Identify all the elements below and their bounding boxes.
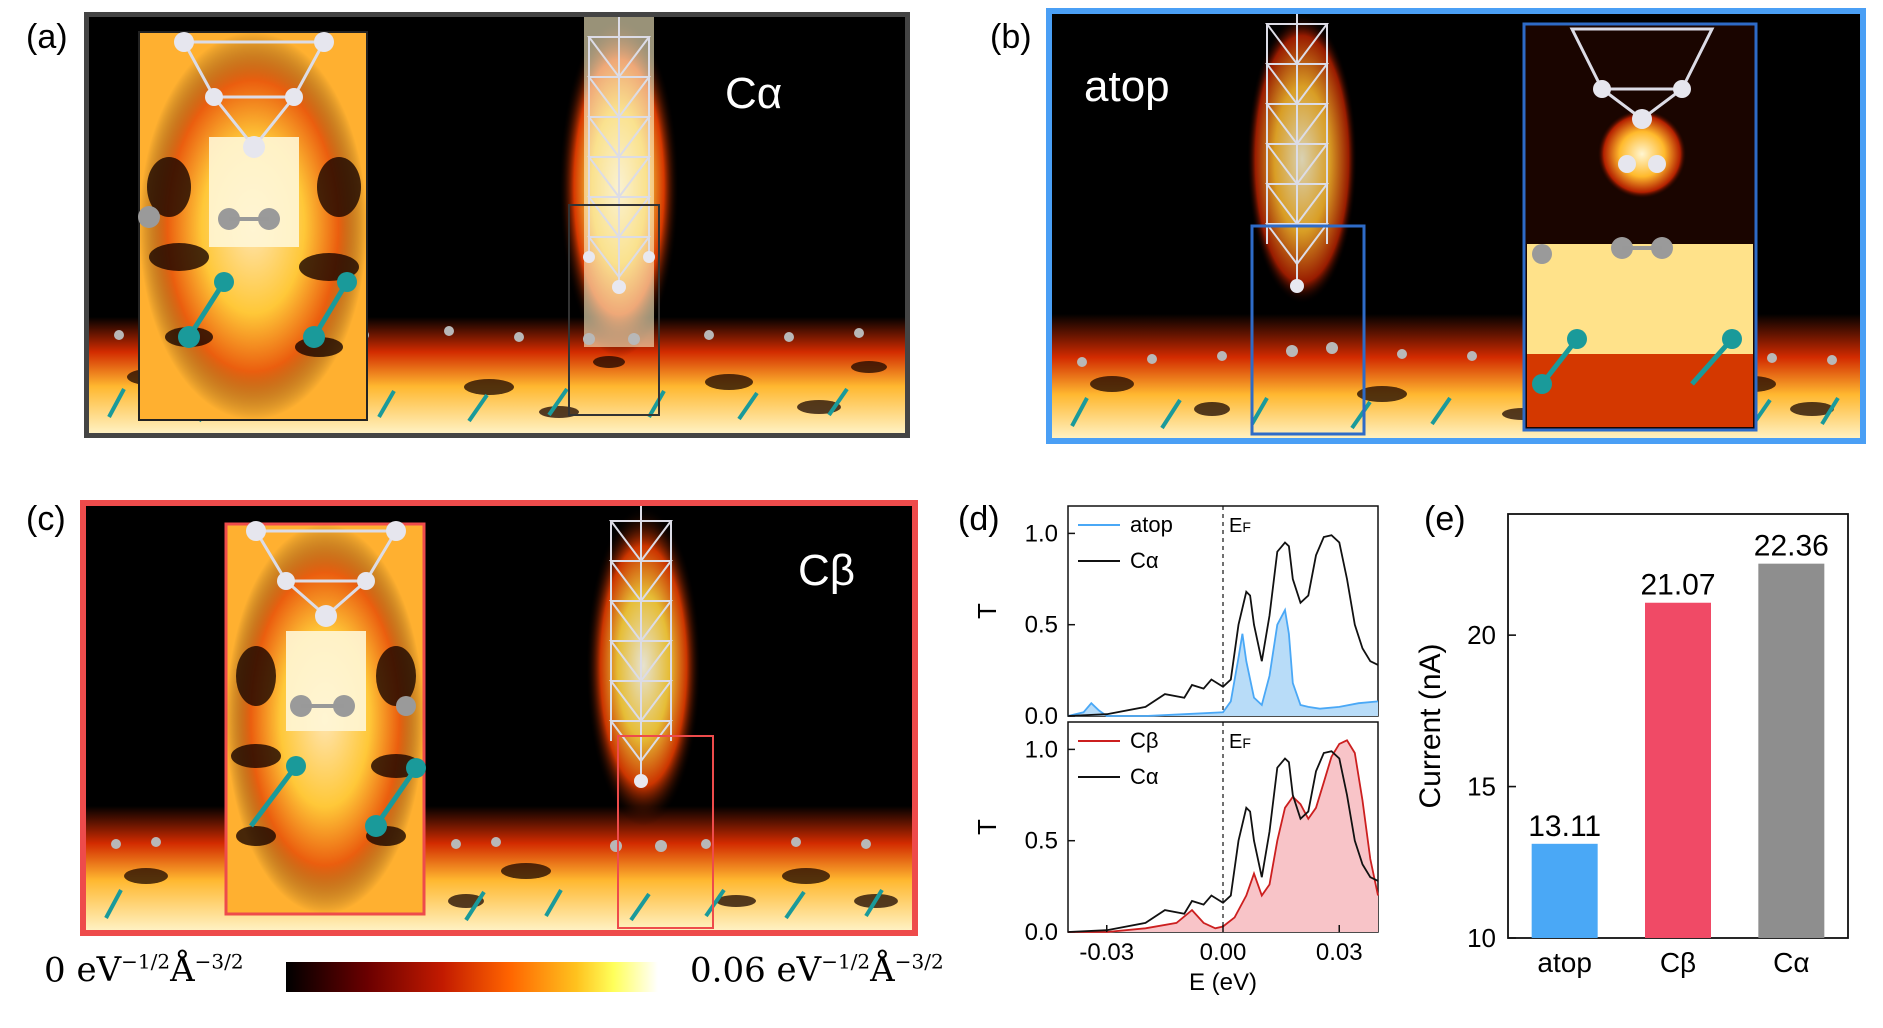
colorbar-gradient — [286, 962, 658, 992]
fermi-level-label: EF — [1229, 731, 1251, 753]
current-bar-chart: 10 15 20 Current (nA) 13.11 atop 21.07 Cβ 22.36 C… — [1414, 513, 1849, 978]
y-tick-label: 0.5 — [1025, 612, 1058, 639]
legend-label: Cα — [1130, 764, 1159, 789]
x-tick-label: -0.03 — [1079, 939, 1134, 966]
series-line-Cα — [1067, 534, 1379, 717]
x-tick-label: 0.03 — [1316, 939, 1363, 966]
ldos-map-c-graphic — [86, 506, 912, 930]
y-axis-label: T — [972, 603, 1002, 619]
y-tick-label: 20 — [1467, 620, 1496, 650]
y-tick-label: 1.0 — [1025, 736, 1058, 763]
colorbar-max-unit: eV−1/2Å−3/2 — [776, 950, 944, 991]
y-tick-label: 1.0 — [1025, 520, 1058, 547]
series-line-atop — [1067, 607, 1379, 717]
series-line-Cα — [1067, 750, 1379, 933]
legend-label: Cα — [1130, 548, 1159, 573]
colorbar-min-label: 0 eV−1/2Å−3/2 — [44, 950, 244, 990]
y-tick-label: 0.0 — [1025, 703, 1058, 730]
series-fill-Cβ — [1068, 740, 1378, 932]
map-c-tag: Cβ — [798, 546, 856, 595]
y-axis-label: Current (nA) — [1414, 643, 1447, 808]
x-tick-label: Cβ — [1660, 947, 1696, 978]
bar-value-label: 21.07 — [1640, 569, 1715, 602]
panel-e-label: (e) — [1424, 500, 1466, 538]
y-tick-label: 0.0 — [1025, 919, 1058, 946]
map-a-tag: Cα — [725, 69, 783, 118]
y-tick-label: 0.5 — [1025, 828, 1058, 855]
y-tick-label: 10 — [1467, 923, 1496, 953]
bar-value-label: 13.11 — [1528, 810, 1601, 843]
bar-Cβ — [1645, 602, 1711, 938]
bar-Cα — [1758, 563, 1825, 938]
colorbar-min-value: 0 — [44, 950, 66, 991]
bar-value-label: 22.36 — [1754, 530, 1829, 563]
panel-b-label: (b) — [990, 18, 1032, 56]
fermi-level-label: EF — [1229, 515, 1251, 537]
colorbar-max-value: 0.06 — [690, 950, 766, 991]
y-axis-label: T — [972, 819, 1002, 835]
y-tick-label: 15 — [1467, 772, 1496, 802]
series-line-Cβ — [1068, 739, 1379, 933]
legend-label: Cβ — [1130, 728, 1159, 753]
ldos-map-a-graphic — [89, 17, 905, 433]
colorbar-max-label: 0.06 eV−1/2Å−3/2 — [690, 950, 944, 990]
x-axis-label: E (eV) — [1189, 969, 1257, 996]
panel-d-label: (d) — [958, 500, 1000, 538]
ldos-map-b-graphic — [1052, 14, 1860, 438]
x-tick-label: 0.00 — [1200, 939, 1247, 966]
legend-label: atop — [1130, 512, 1173, 537]
x-tick-label: Cα — [1773, 947, 1809, 978]
ldos-map-cbeta: Cβ — [80, 500, 918, 936]
ldos-map-atop: atop — [1046, 8, 1866, 444]
map-b-tag: atop — [1084, 62, 1170, 111]
panel-a-label: (a) — [26, 18, 68, 56]
x-tick-label: atop — [1537, 947, 1592, 978]
ldos-map-calpha: Cα — [84, 12, 910, 438]
panel-c-label: (c) — [26, 500, 66, 538]
colorbar-min-unit: eV−1/2Å−3/2 — [76, 950, 244, 991]
bar-atop — [1531, 843, 1598, 938]
